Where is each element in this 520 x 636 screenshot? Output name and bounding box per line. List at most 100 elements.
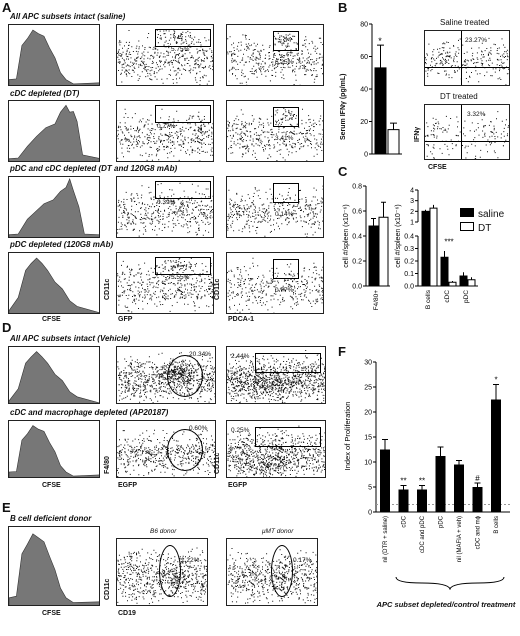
umt-title: μMT donor (262, 528, 294, 535)
y-tick-label: 0.4 (404, 234, 414, 241)
x-tick-label: pDC (463, 290, 470, 303)
bar (454, 464, 464, 512)
bar (491, 399, 501, 512)
axis-label-ifn: IFNγ (414, 126, 421, 142)
row-title: pDC depleted (120G8 mAb) (10, 240, 114, 249)
legend-item-saline: saline (460, 208, 504, 220)
dot-cloud (117, 257, 213, 313)
gate-percent: 20.34% (189, 351, 212, 358)
y-axis-label: Index of Proliferation (343, 402, 352, 471)
x-tick-label: nil (DTR + saline) (383, 516, 389, 563)
f480-dot-plot: 0.60% (116, 420, 216, 478)
histogram-area (9, 533, 99, 605)
axis-label-cd11c: CD11c (104, 278, 111, 300)
y-tick-label: 0.6 (352, 209, 362, 216)
dot-cloud (117, 182, 213, 237)
bar (421, 210, 430, 287)
gate-box (273, 183, 299, 203)
axis-label-cfse: CFSE (428, 164, 447, 171)
x-tick-label: cDC (444, 290, 451, 303)
pdca-dot-plot: 3.41% (226, 100, 324, 162)
y-tick-label: 0.2 (404, 259, 414, 266)
y-tick-label: 20 (360, 119, 368, 126)
y-tick-label: 0 (364, 152, 368, 159)
b6-title: B6 donor (150, 528, 177, 535)
significance-mark: ** (419, 477, 425, 486)
dt-title: DT treated (440, 92, 478, 101)
bar (459, 275, 468, 287)
gate-percent: 0.77% (275, 287, 294, 294)
y-tick-label: 5 (368, 485, 372, 492)
y-tick-label: 20 (364, 410, 372, 417)
dot-cloud (117, 29, 213, 85)
gate-percent: 5.55% (171, 274, 190, 281)
panel-label-c: C (338, 164, 348, 179)
panel-label-b: B (338, 0, 348, 15)
bar (368, 225, 379, 287)
panel-label-a: A (2, 0, 12, 15)
pdca-dot-plot: 6.25% (226, 24, 324, 86)
x-tick-label: cDC (402, 515, 408, 527)
y-tick-label: 0.0 (404, 284, 414, 291)
histogram-area (9, 104, 99, 161)
y-tick-label: 10 (364, 460, 372, 467)
x-tick-label: F4/80+ (373, 290, 380, 311)
gate-ellipse (167, 355, 203, 397)
axis-label-egfp: EGFP (228, 482, 248, 489)
cfse-histogram (8, 176, 100, 238)
y-tick-label: 2 (410, 209, 414, 216)
panel-label-d: D (2, 320, 12, 335)
bar (398, 489, 409, 512)
gate-percent: 0.25% (231, 427, 250, 434)
y-tick-label: 0.2 (352, 259, 362, 266)
y-tick-label: 0.3 (404, 246, 414, 253)
gate-ellipse (159, 545, 181, 597)
bar (380, 449, 390, 512)
legend-label: saline (478, 209, 505, 220)
gate-box (273, 107, 299, 127)
y-tick-label: 0 (368, 510, 372, 517)
footer-label: APC subset depleted/control treatment (376, 600, 516, 609)
histogram-area (9, 425, 99, 477)
y-axis-label: cell #/spleen (x10⁻⁶) (395, 204, 402, 267)
histogram-area (9, 257, 99, 313)
pdca-dot-plot: 0.77% (226, 252, 324, 314)
gate-ellipse (167, 429, 203, 471)
section-a: All APC subsets intact (saline) cDC depl… (0, 0, 336, 320)
cell-count-chart-left: 0.0 0.2 0.4 0.6 0.8 F4/80+ cell #/spleen (x10⁻… (343, 184, 390, 311)
cfse-histogram (8, 346, 100, 404)
bar (429, 207, 438, 287)
y-tick-label: 60 (360, 54, 368, 61)
gate-line-h (425, 67, 509, 68)
axis-label-cfse: CFSE (42, 316, 61, 323)
cfse-histogram (8, 420, 100, 478)
events (117, 547, 207, 605)
events (117, 29, 213, 85)
dot-cloud (117, 547, 207, 605)
gate-box (155, 181, 211, 199)
cfse-histogram (8, 252, 100, 314)
y-tick-label: 4 (410, 188, 414, 195)
cd19-dot-plot: 0.17% (226, 538, 318, 606)
axis-label-gfp: GFP (118, 316, 133, 323)
x-tick-label: B cells (425, 289, 432, 309)
y-tick-label: 40 (360, 87, 368, 94)
cfse-histogram (8, 526, 100, 606)
y-tick-label: 15 (364, 435, 372, 442)
bar (467, 279, 476, 287)
x-tick-label: pDC (439, 515, 445, 528)
gate-percent: 3.41% (275, 135, 294, 142)
panel-label-e: E (2, 500, 11, 515)
y-tick-label: 0.0 (352, 284, 362, 291)
bar (435, 456, 446, 512)
gate-percent: 3.32% (467, 111, 486, 118)
x-tick-label: B cells (494, 516, 500, 534)
cd11c-dot-plot: 2.44% (226, 346, 326, 404)
dot-cloud (425, 37, 509, 85)
gate-percent: 23.27% (465, 37, 488, 44)
pdca-dot-plot: 0.14% (226, 176, 324, 238)
gate-percent: 0.14% (275, 211, 294, 218)
panel-label-f: F (338, 344, 346, 359)
cfse-histogram (8, 24, 100, 86)
cd19-dot-plot: 1.22% (116, 538, 208, 606)
